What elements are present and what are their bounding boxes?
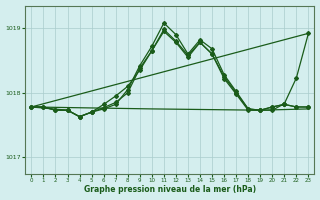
X-axis label: Graphe pression niveau de la mer (hPa): Graphe pression niveau de la mer (hPa): [84, 185, 256, 194]
